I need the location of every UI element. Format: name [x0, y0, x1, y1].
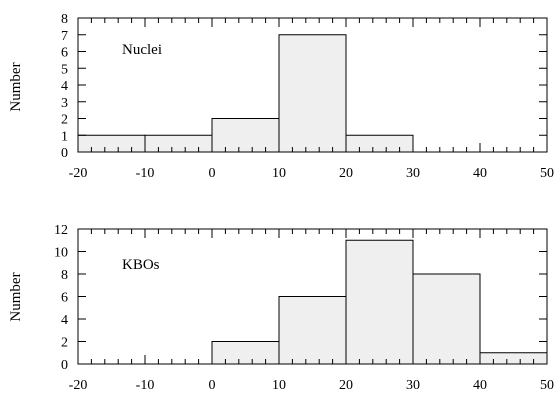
nuclei-panel-label: Nuclei	[122, 42, 162, 58]
kbos-ytick-label: 10	[54, 246, 68, 261]
nuclei-ytick-label: 7	[61, 29, 68, 44]
kbos-xtick-label: -20	[69, 378, 88, 393]
nuclei-bar-1	[144, 134, 213, 153]
nuclei-ytick-label: 8	[61, 12, 68, 27]
nuclei-bar-3	[278, 34, 347, 153]
nuclei-xtick-label: 30	[406, 166, 420, 181]
kbos-bar-2	[345, 239, 414, 365]
nuclei-xtick-label: 0	[209, 166, 216, 181]
kbos-ytick-label: 6	[61, 291, 68, 306]
kbos-ytick-label: 4	[61, 313, 68, 328]
nuclei-ytick-label: 3	[61, 96, 68, 111]
nuclei-ytick-label: 0	[61, 146, 68, 161]
nuclei-ytick-label: 1	[61, 129, 68, 144]
kbos-xtick-label: 0	[209, 378, 216, 393]
nuclei-bar-2	[211, 118, 280, 153]
nuclei-xtick-label: -20	[69, 166, 88, 181]
kbos-bar-3	[412, 273, 481, 365]
nuclei-ytick-label: 6	[61, 46, 68, 61]
kbos-bar-1	[278, 296, 347, 365]
nuclei-xtick-label: 40	[473, 166, 487, 181]
kbos-bar-0	[211, 341, 280, 365]
kbos-xtick-label: 20	[339, 378, 353, 393]
kbos-bar-4	[479, 352, 548, 365]
kbos-panel-label: KBOs	[122, 257, 160, 273]
nuclei-bar-4	[345, 134, 414, 153]
kbos-ytick-label: 8	[61, 268, 68, 283]
nuclei-ytick-label: 4	[61, 79, 68, 94]
nuclei-bar-0	[77, 134, 146, 153]
kbos-histogram-panel: Number 0 2 4 6 8 10 12 -20 -10 0 10 20 30 40 50 KBOs	[8, 223, 554, 393]
nuclei-ytick-label: 2	[61, 113, 68, 128]
kbos-xtick-label: 10	[272, 378, 286, 393]
kbos-xtick-label: -10	[136, 378, 155, 393]
nuclei-ylabel: Number	[8, 62, 24, 111]
kbos-xtick-label: 30	[406, 378, 420, 393]
kbos-ytick-label: 0	[61, 358, 68, 373]
nuclei-xtick-label: -10	[136, 166, 155, 181]
kbos-ylabel: Number	[8, 272, 24, 321]
kbos-xtick-label: 50	[540, 378, 554, 393]
kbos-ytick-label: 12	[54, 223, 68, 238]
kbos-ytick-label: 2	[61, 336, 68, 351]
nuclei-ytick-label: 5	[61, 62, 68, 77]
nuclei-xtick-label: 20	[339, 166, 353, 181]
kbos-xtick-label: 40	[473, 378, 487, 393]
nuclei-xtick-label: 50	[540, 166, 554, 181]
nuclei-xtick-label: 10	[272, 166, 286, 181]
